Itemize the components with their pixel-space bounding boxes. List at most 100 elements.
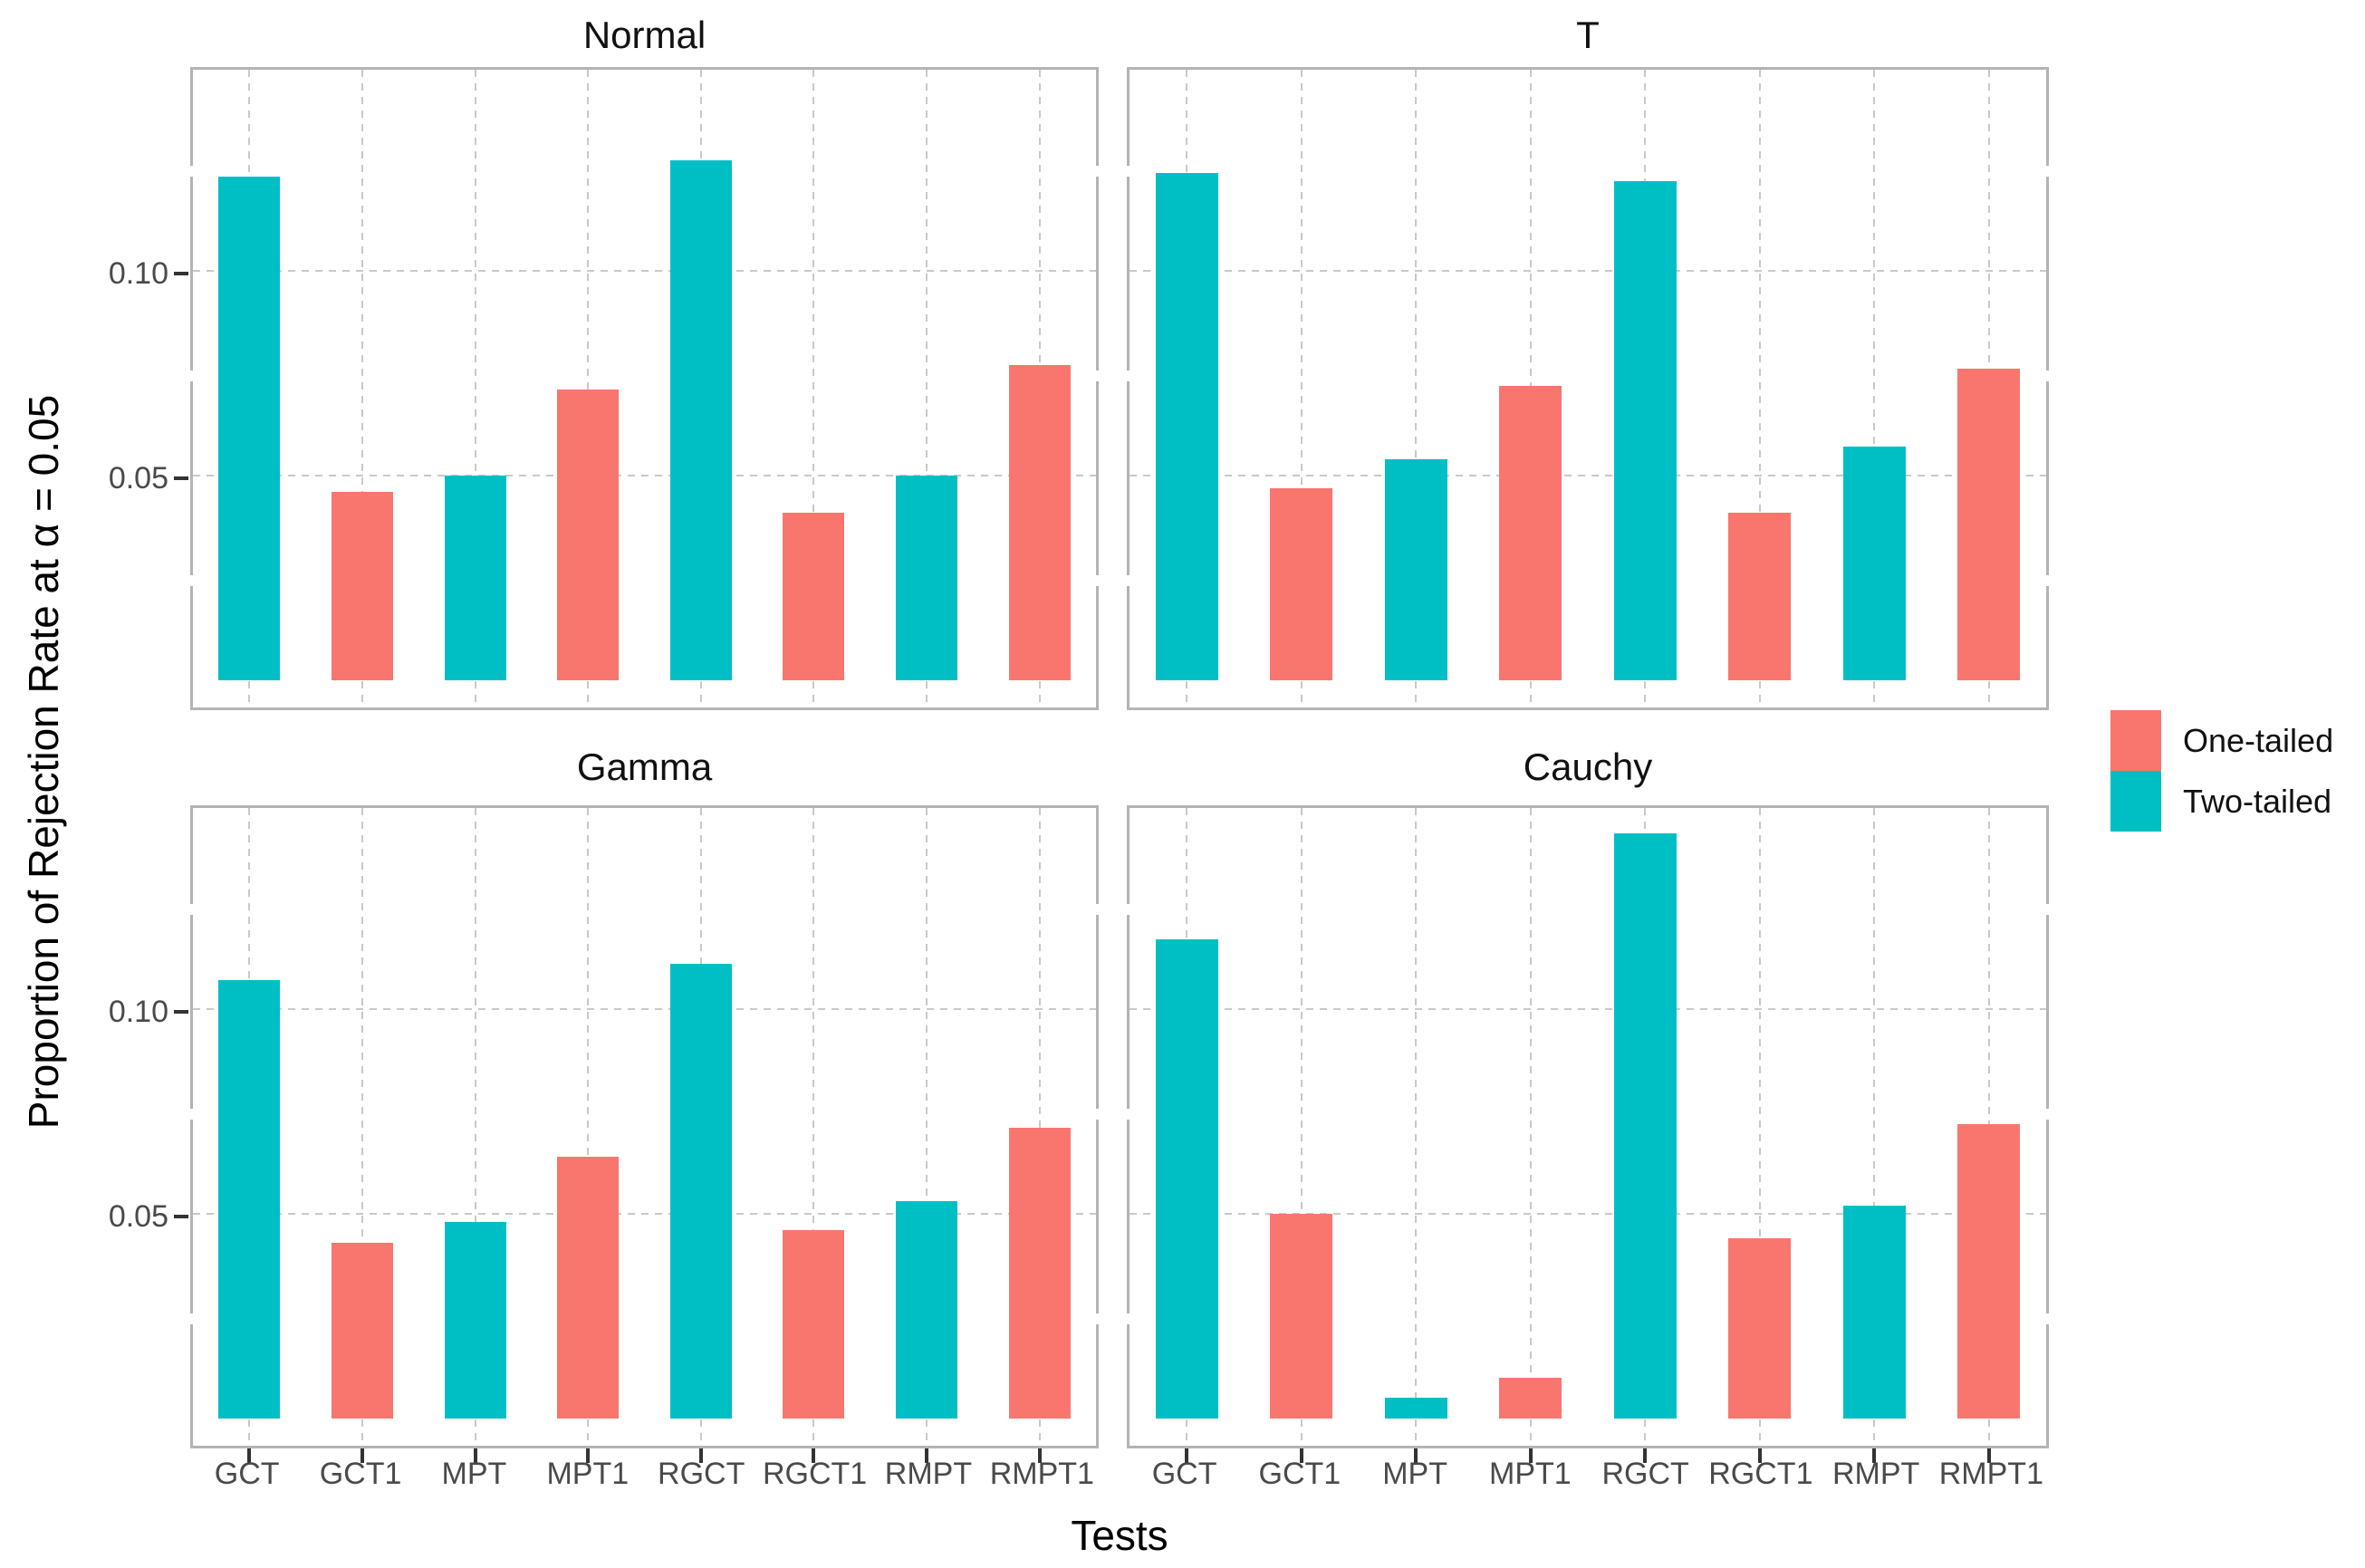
legend-label-one-tailed: One-tailed (2183, 721, 2334, 759)
gridline-horizontal (1130, 1213, 2046, 1215)
gridline-vertical (474, 808, 476, 1446)
facet-panel-normal (190, 67, 1099, 710)
gridline-vertical (361, 70, 363, 707)
x-tick-mark (1643, 1448, 1648, 1463)
bar-t-rmpt1 (1957, 369, 2021, 680)
minor-tick-notch (1127, 370, 1130, 381)
bar-cauchy-rgct1 (1728, 1238, 1792, 1419)
y-tick-mark (174, 1215, 188, 1218)
x-tick-label-rmpt: RMPT (1831, 1457, 1920, 1491)
minor-tick-notch (190, 1313, 193, 1324)
bar-cauchy-gct1 (1270, 1214, 1333, 1419)
minor-tick-notch (1127, 1313, 1130, 1324)
x-tick-label-rmpt1: RMPT1 (989, 1457, 1094, 1491)
facet-title-cauchy: Cauchy (1523, 746, 1653, 788)
bar-normal-rgct (669, 159, 732, 680)
minor-tick-notch (2046, 166, 2049, 177)
gridline-vertical (926, 808, 928, 1446)
facet-title-gamma: Gamma (576, 746, 713, 788)
bar-normal-rmpt1 (1008, 364, 1071, 680)
facet-panel-gamma (190, 805, 1099, 1463)
x-tick-label-rmpt1: RMPT1 (1938, 1457, 2043, 1491)
y-tick-mark (174, 1010, 188, 1014)
bar-normal-rmpt (896, 476, 957, 680)
bar-cauchy-rmpt (1842, 1205, 1906, 1419)
gridline-vertical (1300, 808, 1303, 1446)
y-tick-label: 0.10 (108, 256, 168, 291)
x-tick-mark (1872, 1448, 1877, 1463)
y-axis-title: Proportion of Rejection Rate at α = 0.05 (20, 394, 67, 1130)
minor-tick-notch (2046, 370, 2049, 381)
x-tick-mark (1185, 1448, 1189, 1463)
x-tick-mark (1414, 1448, 1418, 1463)
gridline-vertical (474, 70, 476, 707)
x-axis-title: Tests (1071, 1512, 1168, 1559)
y-tick-mark (174, 476, 188, 480)
gridline-vertical (1873, 70, 1876, 707)
y-tick-label: 0.10 (108, 995, 168, 1029)
gridline-vertical (926, 70, 928, 707)
bar-gamma-gct1 (331, 1242, 393, 1419)
gridline-horizontal (1130, 270, 2046, 272)
x-tick-label-rgct1: RGCT1 (1708, 1457, 1813, 1491)
minor-tick-notch (1096, 1313, 1099, 1324)
bar-gamma-mpt1 (557, 1156, 620, 1419)
gridline-vertical (1415, 70, 1418, 707)
minor-tick-notch (190, 904, 193, 915)
bar-cauchy-rgct (1613, 832, 1677, 1419)
bar-gamma-rmpt (896, 1201, 957, 1419)
bar-t-gct1 (1270, 487, 1333, 680)
legend-swatch-two-tailed (2110, 771, 2161, 832)
bar-cauchy-mpt1 (1499, 1377, 1562, 1419)
facet-title-t: T (1576, 14, 1600, 56)
x-tick-mark (1986, 1448, 1991, 1463)
x-tick-label-rgct: RGCT (658, 1457, 745, 1491)
bar-gamma-mpt (444, 1222, 506, 1419)
minor-tick-notch (1096, 1109, 1099, 1120)
gridline-vertical (1300, 70, 1303, 707)
minor-tick-notch (2046, 1109, 2049, 1120)
minor-tick-notch (2046, 1313, 2049, 1324)
facet-panel-cauchy (1127, 805, 2049, 1463)
x-tick-label-gct: GCT (214, 1457, 280, 1491)
x-tick-label-rmpt: RMPT (884, 1457, 973, 1491)
x-tick-mark (1299, 1448, 1303, 1463)
gridline-vertical (812, 70, 815, 707)
x-tick-mark (698, 1448, 703, 1463)
x-tick-label-rgct1: RGCT1 (762, 1457, 868, 1491)
minor-tick-notch (1127, 575, 1130, 586)
gridline-vertical (587, 70, 590, 707)
bar-t-mpt (1384, 458, 1447, 680)
minor-tick-notch (190, 370, 193, 381)
bar-t-mpt1 (1499, 385, 1562, 680)
x-tick-label-mpt: MPT (441, 1457, 507, 1491)
gridline-horizontal (1130, 475, 2046, 476)
legend: One-tailed Two-tailed (2110, 710, 2364, 832)
x-tick-label-gct1: GCT1 (319, 1457, 402, 1491)
x-axis-labels-gamma: GCT GCT1 MPT MPT1 RGCT RGCT1 RMPT RMPT1 (190, 1451, 1099, 1505)
gridline-vertical (1758, 808, 1761, 1446)
x-tick-mark (1037, 1448, 1042, 1463)
legend-item-one-tailed: One-tailed (2110, 710, 2364, 771)
x-tick-mark (473, 1448, 477, 1463)
x-tick-mark (1528, 1448, 1533, 1463)
minor-tick-notch (190, 1109, 193, 1120)
bar-cauchy-rmpt1 (1957, 1123, 2021, 1419)
x-tick-label-mpt1: MPT1 (1489, 1457, 1572, 1491)
legend-item-two-tailed: Two-tailed (2110, 771, 2364, 832)
minor-tick-notch (1127, 166, 1130, 177)
gridline-vertical (812, 808, 815, 1446)
x-axis-labels-cauchy: GCT GCT1 MPT MPT1 RGCT RGCT1 RMPT RMPT1 (1127, 1451, 2049, 1505)
bar-normal-mpt (444, 476, 506, 680)
bar-cauchy-mpt (1384, 1398, 1447, 1419)
gridline-horizontal (193, 1213, 1096, 1215)
x-tick-label-mpt: MPT (1382, 1457, 1448, 1491)
facet-title-normal: Normal (582, 14, 707, 56)
minor-tick-notch (190, 575, 193, 586)
minor-tick-notch (1127, 904, 1130, 915)
x-tick-mark (812, 1448, 816, 1463)
bar-normal-gct (218, 177, 281, 680)
gridline-vertical (1415, 808, 1418, 1446)
gridline-vertical (1529, 808, 1532, 1446)
